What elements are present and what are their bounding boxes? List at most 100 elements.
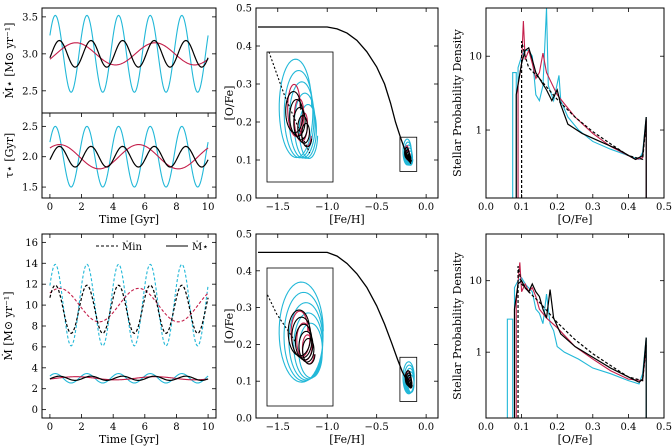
y-tick-label: 16 — [25, 238, 38, 249]
y-tick-label: 0.4 — [236, 266, 252, 277]
x-tick-label: 6 — [142, 202, 148, 213]
plot-area — [257, 251, 415, 395]
x-tick-label: 8 — [173, 422, 179, 433]
y-tick-label: 10 — [469, 52, 482, 63]
axes-frame — [485, 233, 665, 419]
x-tick-label: 0.0 — [418, 422, 434, 433]
x-axis-title: Time [Gyr] — [99, 433, 159, 446]
y-axis-title: τ⋆ [Gyr] — [3, 133, 16, 178]
series-line-crimson-1 — [49, 144, 209, 170]
y-tick-label: 12 — [25, 280, 38, 291]
legend-label: Ṁin — [122, 241, 142, 253]
x-tick-label: 0.1 — [514, 202, 530, 213]
track-line — [257, 251, 408, 382]
y-tick-label: 3.5 — [22, 12, 38, 23]
inset-series-black-2 — [287, 309, 316, 365]
y-tick-label: 4 — [32, 363, 38, 374]
inset-series-crimson-1 — [287, 83, 312, 147]
y-tick-label: 8 — [32, 322, 38, 333]
axes-frame — [255, 7, 439, 199]
panel-tau-top: 0 2 4 6 8 10 1.5 2.0 2.5 Time [Gyr] τ⋆ [Gyr] — [3, 112, 217, 226]
y-tick-label: 0.5 — [236, 4, 252, 15]
zoom-box — [399, 136, 418, 172]
x-tick-label: −1.0 — [315, 202, 339, 213]
x-tick-label: 6 — [142, 422, 148, 433]
x-tick-label: 0 — [47, 422, 53, 433]
y-axis-title: Ṁ [M⊙ yr⁻¹] — [1, 291, 15, 360]
x-tick-label: −1.5 — [266, 422, 290, 433]
inset-track — [268, 52, 311, 154]
y-tick-label: 2.0 — [22, 152, 38, 163]
legend-label: Ṁ⋆ — [192, 241, 209, 253]
zoom-box — [399, 356, 418, 402]
series-line-crimson-1 — [517, 20, 647, 198]
legend: Ṁin Ṁ⋆ — [96, 241, 209, 253]
y-tick-label: 1 — [476, 126, 482, 137]
y-tick-label: 0.0 — [236, 194, 252, 205]
x-tick-label: 2 — [78, 422, 84, 433]
y-tick-label: 2.5 — [22, 86, 38, 97]
x-tick-label: 0.0 — [418, 202, 434, 213]
x-axis-title: [O/Fe] — [558, 433, 593, 446]
y-tick-label: 3.0 — [22, 49, 38, 60]
x-tick-label: −0.5 — [365, 422, 389, 433]
series-line-black-dashed-2 — [49, 284, 209, 334]
y-tick-label: 1.5 — [22, 183, 38, 194]
plot-area — [257, 26, 414, 166]
series-line-crimson-1 — [49, 42, 209, 66]
x-axis-title: [Fe/H] — [329, 433, 364, 446]
x-axis-title: Time [Gyr] — [99, 213, 159, 226]
plot-area — [49, 125, 209, 188]
x-axis-title: [O/Fe] — [558, 213, 593, 226]
x-tick-label: 0.4 — [620, 422, 636, 433]
x-tick-label: 4 — [110, 422, 116, 433]
x-tick-label: 0.0 — [478, 202, 494, 213]
x-tick-label: −0.5 — [365, 202, 389, 213]
y-tick-label: 0.0 — [236, 414, 252, 425]
y-tick-label: 1 — [476, 348, 482, 359]
y-tick-label: 14 — [25, 259, 38, 270]
y-tick-label: 0.1 — [236, 377, 252, 388]
x-tick-label: 10 — [202, 202, 215, 213]
series-line-crimson-dashed-1 — [49, 287, 209, 323]
y-axis-title: Ṁ⋆ [M⊙ yr⁻¹] — [2, 23, 16, 99]
x-tick-label: 4 — [110, 202, 116, 213]
axes-frame — [485, 7, 665, 199]
panel-ofe-feh-bottom: −1.5 −1.0 −0.5 0.0 0.0 0.1 0.2 0.3 0.4 0.5 [Fe/H] [… — [223, 230, 439, 446]
y-axis-title: [O/Fe] — [223, 86, 236, 121]
series-line-cyan-0 — [49, 14, 209, 93]
panel-mdot-bottom: 0 2 4 6 8 10 0 2 4 6 8 10 12 14 16 Time [Gyr] Ṁ [M⊙ yr⁻¹… — [1, 233, 217, 446]
x-tick-label: −1.5 — [266, 202, 290, 213]
x-tick-label: 0.1 — [514, 422, 530, 433]
y-tick-label: 2 — [32, 384, 38, 395]
y-tick-label: 6 — [32, 342, 38, 353]
x-tick-label: 0.5 — [656, 202, 672, 213]
y-tick-label: 10 — [469, 276, 482, 287]
x-tick-label: −1.0 — [315, 422, 339, 433]
y-tick-label: 0.2 — [236, 340, 252, 351]
x-tick-label: 0.5 — [656, 422, 672, 433]
x-tick-label: 10 — [202, 422, 215, 433]
inset-plot — [267, 281, 324, 383]
y-tick-label: 0.2 — [236, 118, 252, 129]
x-tick-label: 8 — [173, 202, 179, 213]
y-axis-title: Stellar Probability Density — [451, 28, 464, 176]
x-tick-label: 0.4 — [620, 202, 636, 213]
plot-area — [49, 14, 209, 93]
panel-mstar-top: 2.5 3.0 3.5 Ṁ⋆ [M⊙ yr⁻¹] — [2, 7, 217, 114]
axes-frame — [41, 112, 217, 199]
panel-mdf-top: 0.0 0.1 0.2 0.3 0.4 0.5 1 10 [O/Fe] Stellar Proba… — [451, 7, 672, 226]
axes-frame — [255, 233, 439, 419]
series-line-black-2 — [49, 39, 209, 68]
x-tick-label: 0.2 — [549, 202, 565, 213]
series-line-black-dashed-2 — [517, 265, 647, 418]
y-tick-label: 0.1 — [236, 156, 252, 167]
track-line — [257, 26, 412, 165]
panel-mdf-bottom: 0.0 0.1 0.2 0.3 0.4 0.5 1 10 [O/Fe] Stellar Proba… — [451, 233, 672, 446]
x-tick-label: 0.0 — [478, 422, 494, 433]
plot-area — [49, 263, 209, 384]
series-line-crimson-4 — [49, 376, 209, 381]
y-tick-label: 0.4 — [236, 42, 252, 53]
y-tick-label: 0 — [32, 405, 38, 416]
series-line-black-dashed-2 — [521, 41, 647, 198]
